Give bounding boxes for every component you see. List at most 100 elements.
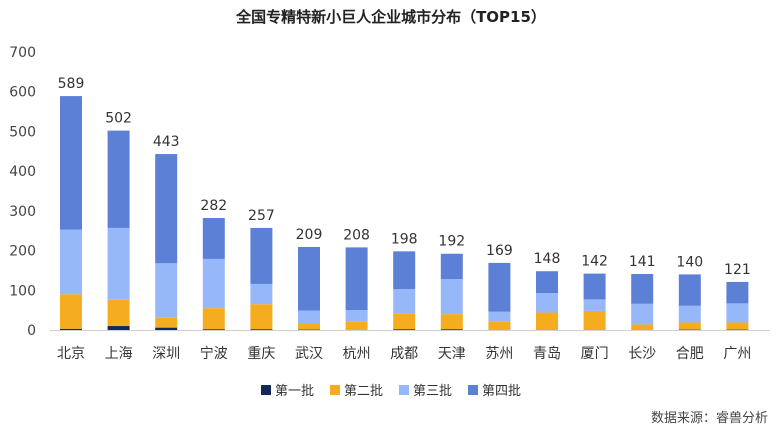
- x-tick-label: 长沙: [628, 346, 656, 362]
- bar-segment-3: [726, 303, 749, 323]
- bar-segment-3: [60, 229, 82, 295]
- bar-segment-4: [440, 253, 463, 280]
- data-label: 443: [153, 134, 180, 150]
- bar-segment-4: [536, 271, 558, 294]
- bar-segment-3: [583, 299, 606, 311]
- bar-segment-1: [155, 327, 178, 330]
- legend-label: 第四批: [482, 384, 522, 399]
- x-tick-label: 合肥: [676, 346, 704, 362]
- x-tick-label: 天津: [438, 346, 466, 362]
- bar-segment-3: [202, 258, 225, 309]
- bar-segment-4: [726, 281, 749, 304]
- bar-segment-2: [536, 312, 558, 330]
- data-label: 589: [58, 76, 85, 92]
- legend-swatch: [260, 384, 271, 395]
- legend-item: 第二批: [329, 380, 383, 399]
- bar-segment-2: [726, 322, 749, 330]
- y-tick-label: 0: [27, 323, 36, 339]
- data-label: 209: [296, 227, 323, 243]
- data-label: 148: [534, 251, 561, 267]
- bar-segment-1: [250, 329, 273, 330]
- y-tick-label: 300: [9, 204, 36, 220]
- legend-label: 第二批: [343, 384, 383, 399]
- bar-segment-4: [583, 273, 606, 300]
- bar-segment-2: [60, 294, 82, 329]
- x-tick-label: 广州: [723, 346, 751, 362]
- bar-segment-2: [345, 321, 368, 330]
- data-label: 121: [724, 262, 751, 278]
- bar-segment-2: [107, 299, 130, 327]
- y-tick-label: 500: [9, 124, 36, 140]
- bar-segment-4: [298, 246, 320, 311]
- x-tick-label: 宁波: [200, 345, 228, 362]
- legend-item: 第四批: [468, 380, 521, 399]
- legend-swatch: [468, 384, 479, 395]
- data-label: 142: [581, 254, 608, 270]
- bar-segment-4: [678, 274, 701, 306]
- y-tick-label: 700: [9, 45, 36, 61]
- data-label: 282: [200, 198, 227, 214]
- data-label: 141: [629, 254, 656, 270]
- legend-swatch: [329, 384, 340, 395]
- x-tick-label: 深圳: [152, 346, 180, 362]
- data-label: 198: [391, 231, 418, 247]
- bar-segment-1: [393, 329, 416, 330]
- bar-segment-2: [583, 310, 606, 330]
- bar-segment-3: [345, 310, 368, 322]
- x-tick-label: 苏州: [485, 346, 513, 362]
- data-label: 140: [676, 254, 703, 270]
- y-tick-label: 100: [9, 283, 36, 299]
- x-tick-label: 重庆: [247, 346, 275, 362]
- bar-segment-4: [202, 218, 225, 259]
- bar-segment-4: [250, 227, 273, 284]
- bar-segment-4: [107, 130, 130, 228]
- bar-segment-2: [202, 308, 225, 330]
- legend: 第一批 第二批 第三批 第四批: [0, 380, 782, 399]
- bar-segment-3: [107, 227, 130, 300]
- legend-label: 第一批: [274, 384, 314, 399]
- bar-segment-1: [107, 326, 130, 330]
- bar-segment-3: [440, 279, 463, 315]
- bar-segment-1: [60, 328, 82, 330]
- bar-segment-2: [678, 322, 701, 330]
- bar-segment-2: [440, 314, 463, 330]
- y-tick-label: 400: [9, 164, 36, 180]
- bar-segment-3: [678, 305, 701, 323]
- legend-item: 第三批: [399, 380, 452, 399]
- x-tick-label: 厦门: [581, 346, 609, 362]
- bar-segment-2: [298, 324, 320, 330]
- bar-segment-4: [488, 262, 511, 312]
- x-tick-label: 武汉: [295, 346, 323, 362]
- data-label: 257: [248, 208, 275, 224]
- bar-segment-3: [488, 311, 511, 322]
- x-tick-label: 上海: [105, 346, 133, 362]
- bar-segment-4: [155, 154, 178, 264]
- legend-label: 第三批: [413, 384, 453, 399]
- bar-segment-3: [250, 283, 273, 305]
- bar-segment-2: [631, 324, 654, 330]
- bar-segment-4: [393, 251, 416, 290]
- data-label: 169: [486, 243, 513, 259]
- data-label: 502: [105, 111, 132, 127]
- x-tick-label: 杭州: [343, 346, 371, 362]
- legend-swatch: [399, 384, 409, 395]
- bar-segment-3: [155, 263, 178, 318]
- legend-item: 第一批: [260, 380, 314, 399]
- bar-segment-2: [250, 304, 273, 330]
- bar-segment-2: [155, 317, 178, 328]
- x-tick-label: 青岛: [533, 346, 561, 362]
- source-note: 数据来源：睿兽分析: [650, 411, 768, 426]
- data-label: 192: [438, 234, 465, 250]
- x-tick-label: 成都: [390, 346, 418, 362]
- bar-segment-3: [393, 289, 416, 314]
- bar-segment-4: [60, 96, 82, 230]
- x-tick-label: 北京: [57, 346, 85, 362]
- bar-segment-3: [298, 310, 320, 325]
- y-tick-label: 600: [9, 85, 36, 101]
- bar-segment-3: [536, 293, 558, 313]
- bar-segment-2: [488, 321, 511, 330]
- data-label: 208: [343, 227, 370, 243]
- chart-title: 全国专精特新小巨人企业城市分布（TOP15）: [236, 8, 546, 26]
